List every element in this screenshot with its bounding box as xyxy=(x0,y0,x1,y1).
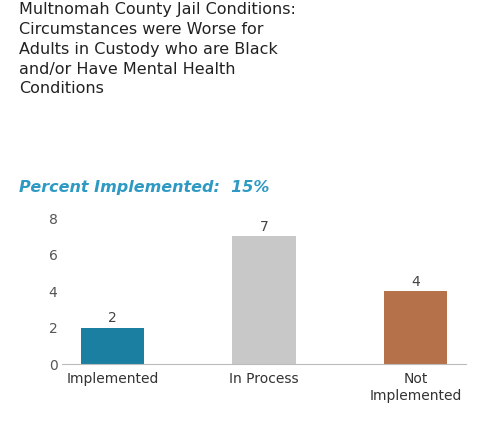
Text: 2: 2 xyxy=(108,311,117,325)
Bar xyxy=(232,236,296,364)
Text: Multnomah County Jail Conditions:
Circumstances were Worse for
Adults in Custody: Multnomah County Jail Conditions: Circum… xyxy=(19,2,296,96)
Text: 4: 4 xyxy=(411,275,420,289)
Text: Percent Implemented:  15%: Percent Implemented: 15% xyxy=(19,180,270,195)
Bar xyxy=(384,291,447,364)
Text: 7: 7 xyxy=(260,220,268,234)
Bar xyxy=(81,328,144,364)
